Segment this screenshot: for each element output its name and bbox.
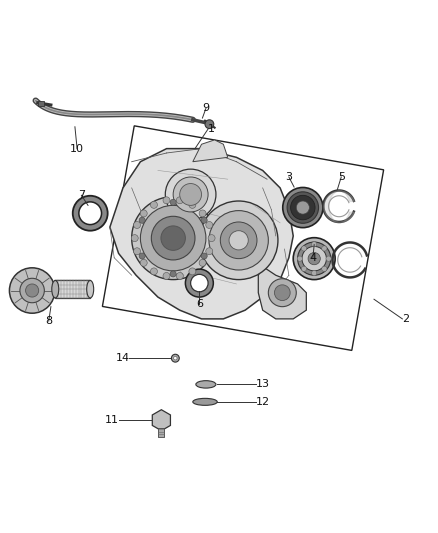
Circle shape	[208, 235, 215, 241]
Circle shape	[206, 222, 213, 229]
Circle shape	[189, 268, 196, 275]
Circle shape	[139, 253, 145, 259]
Circle shape	[297, 256, 302, 261]
Circle shape	[201, 253, 207, 259]
Circle shape	[134, 248, 141, 255]
Circle shape	[132, 197, 215, 280]
Circle shape	[140, 260, 147, 266]
Circle shape	[268, 279, 296, 306]
Text: 9: 9	[202, 103, 209, 114]
Circle shape	[165, 169, 216, 220]
Circle shape	[293, 238, 335, 280]
Circle shape	[311, 241, 317, 247]
Polygon shape	[258, 266, 306, 319]
Text: 11: 11	[105, 415, 119, 425]
Circle shape	[141, 205, 206, 271]
Circle shape	[150, 268, 157, 275]
Text: 4: 4	[309, 253, 316, 263]
Circle shape	[191, 274, 208, 292]
Circle shape	[297, 242, 331, 275]
Circle shape	[79, 202, 102, 224]
Polygon shape	[193, 140, 228, 161]
Ellipse shape	[87, 280, 94, 298]
Circle shape	[10, 268, 55, 313]
Circle shape	[173, 177, 208, 212]
Circle shape	[140, 210, 147, 217]
Circle shape	[170, 199, 176, 205]
Circle shape	[170, 271, 176, 277]
Circle shape	[302, 246, 326, 271]
Text: 13: 13	[256, 379, 270, 390]
Circle shape	[185, 269, 213, 297]
Circle shape	[199, 260, 206, 266]
Text: 2: 2	[403, 314, 410, 324]
Circle shape	[163, 272, 170, 279]
Ellipse shape	[52, 280, 59, 298]
Text: 1: 1	[208, 124, 215, 134]
Circle shape	[73, 196, 108, 231]
Circle shape	[189, 201, 196, 208]
Text: 12: 12	[256, 397, 270, 407]
Text: 10: 10	[70, 143, 84, 154]
Text: 8: 8	[45, 316, 52, 326]
Bar	[38, 101, 44, 106]
Circle shape	[131, 235, 138, 241]
Circle shape	[301, 246, 307, 251]
Circle shape	[275, 285, 290, 301]
Circle shape	[161, 226, 185, 251]
Circle shape	[311, 270, 317, 276]
Bar	[158, 428, 164, 437]
Circle shape	[25, 284, 39, 297]
Polygon shape	[110, 149, 293, 319]
Circle shape	[180, 183, 201, 205]
Circle shape	[308, 253, 320, 265]
Circle shape	[290, 195, 315, 220]
Circle shape	[322, 246, 327, 251]
Circle shape	[151, 216, 195, 260]
Ellipse shape	[193, 398, 217, 405]
Circle shape	[20, 278, 44, 303]
Circle shape	[205, 120, 214, 128]
Circle shape	[139, 217, 145, 223]
Text: 7: 7	[78, 190, 85, 200]
Circle shape	[209, 211, 268, 270]
Circle shape	[301, 266, 307, 271]
Ellipse shape	[196, 381, 216, 388]
Circle shape	[322, 266, 327, 271]
Circle shape	[177, 272, 184, 279]
Text: 6: 6	[196, 298, 203, 309]
Circle shape	[201, 217, 207, 223]
Circle shape	[163, 197, 170, 204]
Text: 5: 5	[338, 172, 345, 182]
Circle shape	[177, 197, 184, 204]
Text: 14: 14	[115, 353, 130, 363]
Bar	[55, 280, 90, 298]
Circle shape	[229, 231, 248, 250]
Circle shape	[283, 188, 323, 228]
Circle shape	[134, 222, 141, 229]
Circle shape	[199, 210, 206, 217]
Text: 3: 3	[286, 172, 292, 182]
Circle shape	[220, 222, 257, 259]
Circle shape	[296, 201, 309, 214]
Circle shape	[173, 357, 177, 360]
Circle shape	[171, 354, 179, 362]
Circle shape	[150, 201, 157, 208]
Circle shape	[287, 192, 318, 223]
Circle shape	[326, 256, 331, 261]
Circle shape	[199, 201, 278, 280]
Circle shape	[206, 248, 213, 255]
Polygon shape	[152, 410, 170, 431]
